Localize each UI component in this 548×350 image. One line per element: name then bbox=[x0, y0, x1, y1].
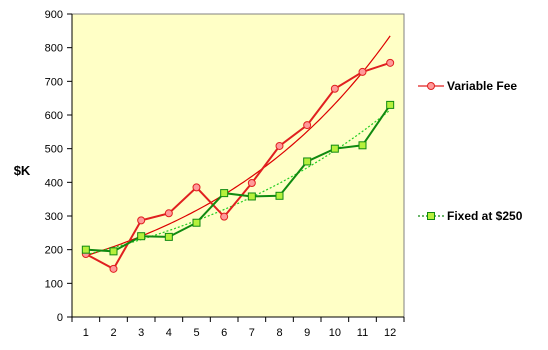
data-point-fixed-fee bbox=[164, 232, 173, 241]
y-tick-label: 300 bbox=[45, 211, 63, 223]
data-point-variable-fee bbox=[137, 216, 146, 225]
data-point-fixed-fee bbox=[247, 192, 256, 201]
data-point-fixed-fee bbox=[109, 247, 118, 256]
data-point-variable-fee bbox=[275, 141, 284, 150]
y-tick-label: 200 bbox=[45, 245, 63, 257]
x-tick-label: 6 bbox=[221, 327, 227, 339]
legend: Variable Fee Fixed at $250 bbox=[418, 79, 523, 223]
data-point-fixed-fee bbox=[192, 218, 201, 227]
y-tick-label: 500 bbox=[45, 144, 63, 156]
data-point-fixed-fee bbox=[330, 144, 339, 153]
legend-label: Variable Fee bbox=[447, 79, 517, 93]
data-point-variable-fee bbox=[109, 264, 118, 273]
data-point-fixed-fee bbox=[81, 245, 90, 254]
x-tick-label: 4 bbox=[166, 327, 172, 339]
plot-area bbox=[71, 13, 405, 318]
x-tick-label: 3 bbox=[138, 327, 144, 339]
data-point-fixed-fee bbox=[303, 157, 312, 166]
legend-item-variable-fee: Variable Fee bbox=[418, 79, 517, 93]
series-line-variable-fee bbox=[85, 61, 391, 271]
legend-marker bbox=[427, 212, 435, 220]
y-tick-label: 900 bbox=[45, 9, 63, 21]
data-point-fixed-fee bbox=[137, 232, 146, 241]
data-point-variable-fee bbox=[192, 183, 201, 192]
series-line-fixed-fee bbox=[85, 104, 391, 253]
legend-label: Fixed at $250 bbox=[447, 209, 523, 223]
legend-item-fixed-fee: Fixed at $250 bbox=[418, 209, 523, 223]
x-tick-label: 2 bbox=[110, 327, 116, 339]
y-tick-label: 700 bbox=[45, 76, 63, 88]
series-markers bbox=[81, 58, 395, 273]
data-point-fixed-fee bbox=[220, 189, 229, 198]
x-tick-label: 10 bbox=[329, 327, 341, 339]
data-point-variable-fee bbox=[330, 84, 339, 93]
data-point-variable-fee bbox=[386, 58, 395, 67]
x-tick-label: 11 bbox=[357, 327, 368, 339]
data-point-fixed-fee bbox=[358, 141, 367, 150]
x-tick-label: 7 bbox=[249, 327, 255, 339]
data-point-fixed-fee bbox=[386, 100, 395, 109]
x-tick-label: 12 bbox=[384, 327, 396, 339]
x-tick-label: 8 bbox=[276, 327, 282, 339]
series-lines bbox=[85, 61, 391, 271]
data-point-variable-fee bbox=[164, 209, 173, 218]
data-point-variable-fee bbox=[303, 121, 312, 130]
x-tick-label: 9 bbox=[304, 327, 310, 339]
y-tick-label: 800 bbox=[45, 43, 63, 55]
x-axis: 1 2 3 4 5 6 7 8 9 10 11 12 bbox=[71, 316, 405, 339]
data-point-variable-fee bbox=[220, 212, 229, 221]
y-axis-title: $K bbox=[14, 163, 31, 178]
y-tick-label: 100 bbox=[45, 278, 63, 290]
data-point-variable-fee bbox=[247, 179, 256, 188]
legend-marker bbox=[427, 82, 435, 90]
x-tick-label: 5 bbox=[193, 327, 199, 339]
y-tick-label: 400 bbox=[45, 177, 63, 189]
x-tick-label: 1 bbox=[83, 327, 89, 339]
y-tick-label: 600 bbox=[45, 110, 63, 122]
y-tick-label: 0 bbox=[57, 312, 63, 324]
data-point-fixed-fee bbox=[275, 191, 284, 200]
data-point-variable-fee bbox=[358, 67, 367, 76]
y-axis: 0 100 200 300 400 500 600 700 800 900 bbox=[45, 9, 73, 324]
